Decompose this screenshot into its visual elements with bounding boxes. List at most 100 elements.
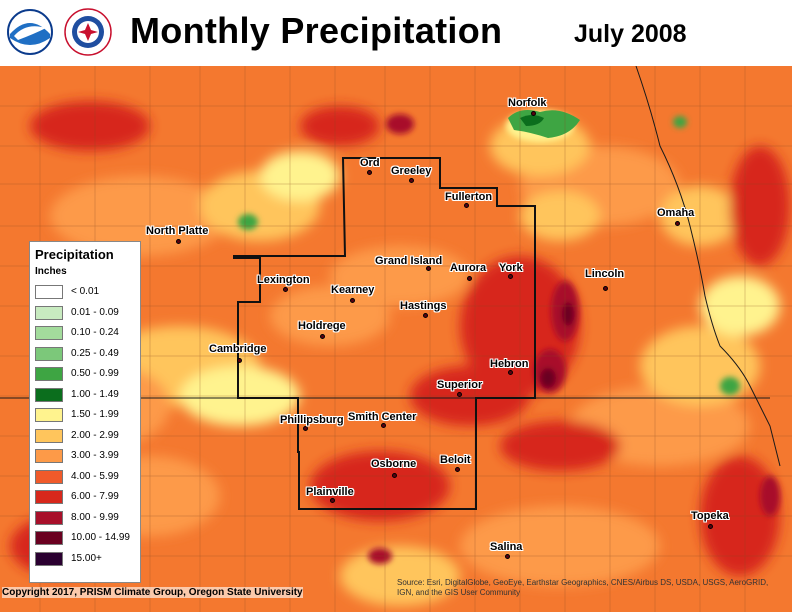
city-dot	[176, 239, 181, 244]
legend-swatch	[35, 510, 63, 525]
region-outline	[233, 157, 536, 510]
legend-label: 0.50 - 0.99	[71, 368, 119, 379]
city-label: Salina	[490, 541, 523, 553]
city-dot	[675, 221, 680, 226]
legend-item: 0.25 - 0.49	[35, 346, 139, 363]
legend-label: 3.00 - 3.99	[71, 450, 119, 461]
legend-swatch	[35, 551, 63, 566]
city-dot	[367, 170, 372, 175]
legend-label: 4.00 - 5.99	[71, 470, 119, 482]
legend-item: 1.50 - 1.99	[35, 408, 139, 424]
city-label: Superior	[437, 379, 483, 391]
city-dot	[603, 286, 608, 291]
city-dot	[409, 178, 414, 183]
legend-item: 0.50 - 0.99	[35, 367, 139, 383]
city-label: Aurora	[450, 262, 487, 274]
city-label: Osborne	[371, 458, 417, 470]
city-dot	[423, 313, 428, 318]
city-label: York	[499, 262, 523, 274]
city-label: Kearney	[331, 284, 375, 296]
city-label: Smith Center	[348, 411, 417, 423]
nws-logo-icon	[64, 8, 112, 56]
city-dot	[508, 274, 513, 279]
city-dot	[457, 392, 462, 397]
legend-label: 2.00 - 2.99	[71, 429, 119, 441]
city-label: Greeley	[391, 165, 432, 177]
city-label: Grand Island	[375, 255, 443, 267]
city-dot	[283, 287, 288, 292]
legend-item: 6.00 - 7.99	[35, 490, 139, 506]
legend-label: 6.00 - 7.99	[71, 491, 119, 502]
city-dot	[464, 203, 469, 208]
precipitation-legend: Precipitation Inches < 0.01 0.01 - 0.09 0.…	[29, 241, 141, 583]
legend-label: 0.25 - 0.49	[71, 347, 119, 359]
city-label: Hebron	[490, 358, 529, 370]
legend-swatch	[35, 428, 63, 443]
legend-units: Inches	[35, 266, 67, 277]
legend-label: 8.00 - 9.99	[71, 511, 119, 523]
map-header: Monthly Precipitation July 2008	[0, 0, 792, 66]
city-label: Omaha	[657, 207, 695, 219]
city-label: Lincoln	[585, 268, 625, 280]
city-dot	[237, 358, 242, 363]
city-dot	[505, 554, 510, 559]
legend-label: 10.00 - 14.99	[71, 532, 130, 543]
city-label: Ord	[360, 157, 380, 169]
legend-label: < 0.01	[71, 286, 100, 297]
city-dot	[303, 426, 308, 431]
city-dot	[330, 498, 335, 503]
legend-swatch	[35, 387, 63, 402]
legend-item: 15.00+	[35, 551, 139, 568]
legend-item: 0.10 - 0.24	[35, 326, 139, 342]
basemap-credits: Source: Esri, DigitalGlobe, GeoEye, Eart…	[397, 578, 769, 597]
legend-swatch	[35, 367, 63, 381]
legend-item: < 0.01	[35, 285, 139, 301]
legend-label: 0.01 - 0.09	[71, 306, 119, 318]
city-label: Phillipsburg	[280, 414, 344, 426]
legend-item: 3.00 - 3.99	[35, 449, 139, 465]
city-dot	[531, 111, 536, 116]
legend-swatch	[35, 469, 63, 484]
city-label: Lexington	[257, 274, 310, 286]
legend-swatch	[35, 490, 63, 504]
legend-label: 0.10 - 0.24	[71, 327, 119, 338]
legend-swatch	[35, 305, 63, 320]
city-dot	[455, 467, 460, 472]
city-label: Cambridge	[209, 343, 267, 355]
city-label: North Platte	[146, 225, 209, 237]
city-dot	[467, 276, 472, 281]
legend-item: 8.00 - 9.99	[35, 510, 139, 527]
legend-item: 0.01 - 0.09	[35, 305, 139, 322]
legend-swatch	[35, 408, 63, 422]
noaa-logo-icon	[7, 9, 53, 55]
period-label: July 2008	[574, 20, 687, 48]
legend-swatch	[35, 531, 63, 545]
city-label: Norfolk	[508, 97, 547, 109]
city-label: Beloit	[440, 454, 471, 466]
page-title: Monthly Precipitation	[130, 10, 503, 51]
legend-swatch	[35, 449, 63, 463]
city-label: Fullerton	[445, 191, 493, 203]
legend-label: 1.50 - 1.99	[71, 409, 119, 420]
legend-swatch	[35, 285, 63, 299]
city-label: Holdrege	[298, 320, 346, 332]
city-dot	[392, 473, 397, 478]
city-dot	[708, 524, 713, 529]
city-dot	[426, 266, 431, 271]
legend-swatch	[35, 346, 63, 361]
city-label: Plainville	[306, 486, 354, 498]
legend-swatch	[35, 326, 63, 340]
legend-title: Precipitation	[35, 247, 114, 262]
legend-label: 1.00 - 1.49	[71, 388, 119, 400]
city-dot	[508, 370, 513, 375]
city-dot	[381, 423, 386, 428]
city-label: Hastings	[400, 300, 447, 312]
city-label: Topeka	[691, 510, 729, 522]
city-dot	[350, 298, 355, 303]
copyright-text: Copyright 2017, PRISM Climate Group, Ore…	[2, 587, 303, 598]
city-dot	[320, 334, 325, 339]
legend-item: 4.00 - 5.99	[35, 469, 139, 486]
legend-item: 10.00 - 14.99	[35, 531, 139, 547]
legend-item: 1.00 - 1.49	[35, 387, 139, 404]
legend-label: 15.00+	[71, 552, 102, 564]
